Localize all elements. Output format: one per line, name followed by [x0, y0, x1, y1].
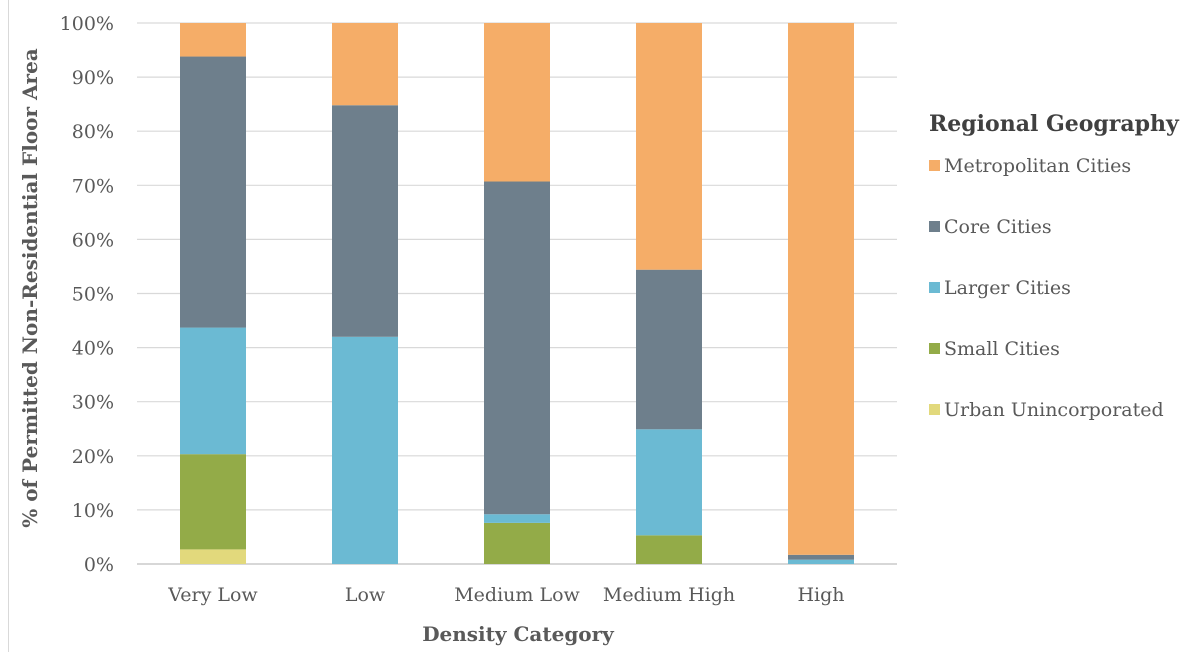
bar-segment-core-cities: [332, 105, 398, 337]
bar-segment-metropolitan-cities: [636, 23, 702, 270]
bar-segment-larger-cities: [180, 327, 246, 455]
legend-swatch: [929, 343, 940, 354]
y-tick-label: 30%: [72, 392, 114, 414]
y-tick-label: 10%: [72, 500, 114, 522]
x-axis-ticks: Very Low Low Medium Low Medium High High: [167, 584, 844, 606]
legend-item-larger-cities: Larger Cities: [929, 277, 1071, 299]
y-tick-label: 0%: [84, 554, 114, 576]
legend-item-small-cities: Small Cities: [929, 338, 1060, 360]
y-tick-label: 60%: [72, 229, 114, 251]
bar-segment-larger-cities: [636, 429, 702, 536]
legend-item-metropolitan-cities: Metropolitan Cities: [929, 155, 1131, 177]
bar-segment-metropolitan-cities: [484, 23, 550, 182]
legend-label: Urban Unincorporated: [944, 399, 1164, 421]
legend-swatch: [929, 282, 940, 293]
y-tick-label: 80%: [72, 121, 114, 143]
bar-segment-metropolitan-cities: [180, 23, 246, 57]
y-tick-label: 20%: [72, 446, 114, 468]
legend-title: Regional Geography: [929, 111, 1180, 137]
bar-segment-small-cities: [180, 454, 246, 550]
legend-label: Core Cities: [944, 216, 1052, 238]
legend-label: Larger Cities: [944, 277, 1071, 299]
x-tick-label: Medium Low: [454, 584, 580, 606]
bar-segment-urban-unincorporated: [180, 549, 246, 564]
bar-segment-core-cities: [636, 269, 702, 430]
bar-segment-core-cities: [180, 56, 246, 328]
left-frame-line: [8, 0, 9, 652]
y-axis-ticks: 0% 10% 20% 30% 40% 50% 60% 70% 80% 90% 100%: [60, 13, 114, 576]
bar-segment-small-cities: [636, 535, 702, 564]
y-tick-label: 40%: [72, 338, 114, 360]
bar-segment-core-cities: [484, 181, 550, 515]
bar-segment-metropolitan-cities: [332, 23, 398, 106]
bar-segment-larger-cities: [788, 559, 854, 564]
x-tick-label: Very Low: [167, 584, 258, 606]
y-tick-label: 50%: [72, 284, 114, 306]
y-tick-label: 100%: [60, 13, 114, 35]
bar-segment-metropolitan-cities: [788, 23, 854, 555]
legend-item-urban-unincorporated: Urban Unincorporated: [929, 399, 1164, 421]
legend-item-core-cities: Core Cities: [929, 216, 1052, 238]
y-axis-title: % of Permitted Non-Residential Floor Are…: [18, 48, 42, 528]
bar-segment-larger-cities: [484, 514, 550, 523]
legend: Regional Geography Metropolitan Cities Co…: [929, 111, 1180, 421]
y-tick-label: 90%: [72, 67, 114, 89]
bar-segment-larger-cities: [332, 336, 398, 564]
bar-segment-core-cities: [788, 554, 854, 560]
legend-swatch: [929, 221, 940, 232]
bars: [180, 23, 854, 564]
legend-label: Metropolitan Cities: [944, 155, 1131, 177]
x-tick-label: Low: [345, 584, 386, 606]
x-axis-title: Density Category: [422, 622, 615, 646]
x-tick-label: Medium High: [603, 584, 735, 606]
bar-segment-small-cities: [484, 522, 550, 564]
legend-swatch: [929, 404, 940, 415]
legend-swatch: [929, 160, 940, 171]
legend-label: Small Cities: [944, 338, 1060, 360]
x-tick-label: High: [797, 584, 844, 606]
y-tick-label: 70%: [72, 175, 114, 197]
